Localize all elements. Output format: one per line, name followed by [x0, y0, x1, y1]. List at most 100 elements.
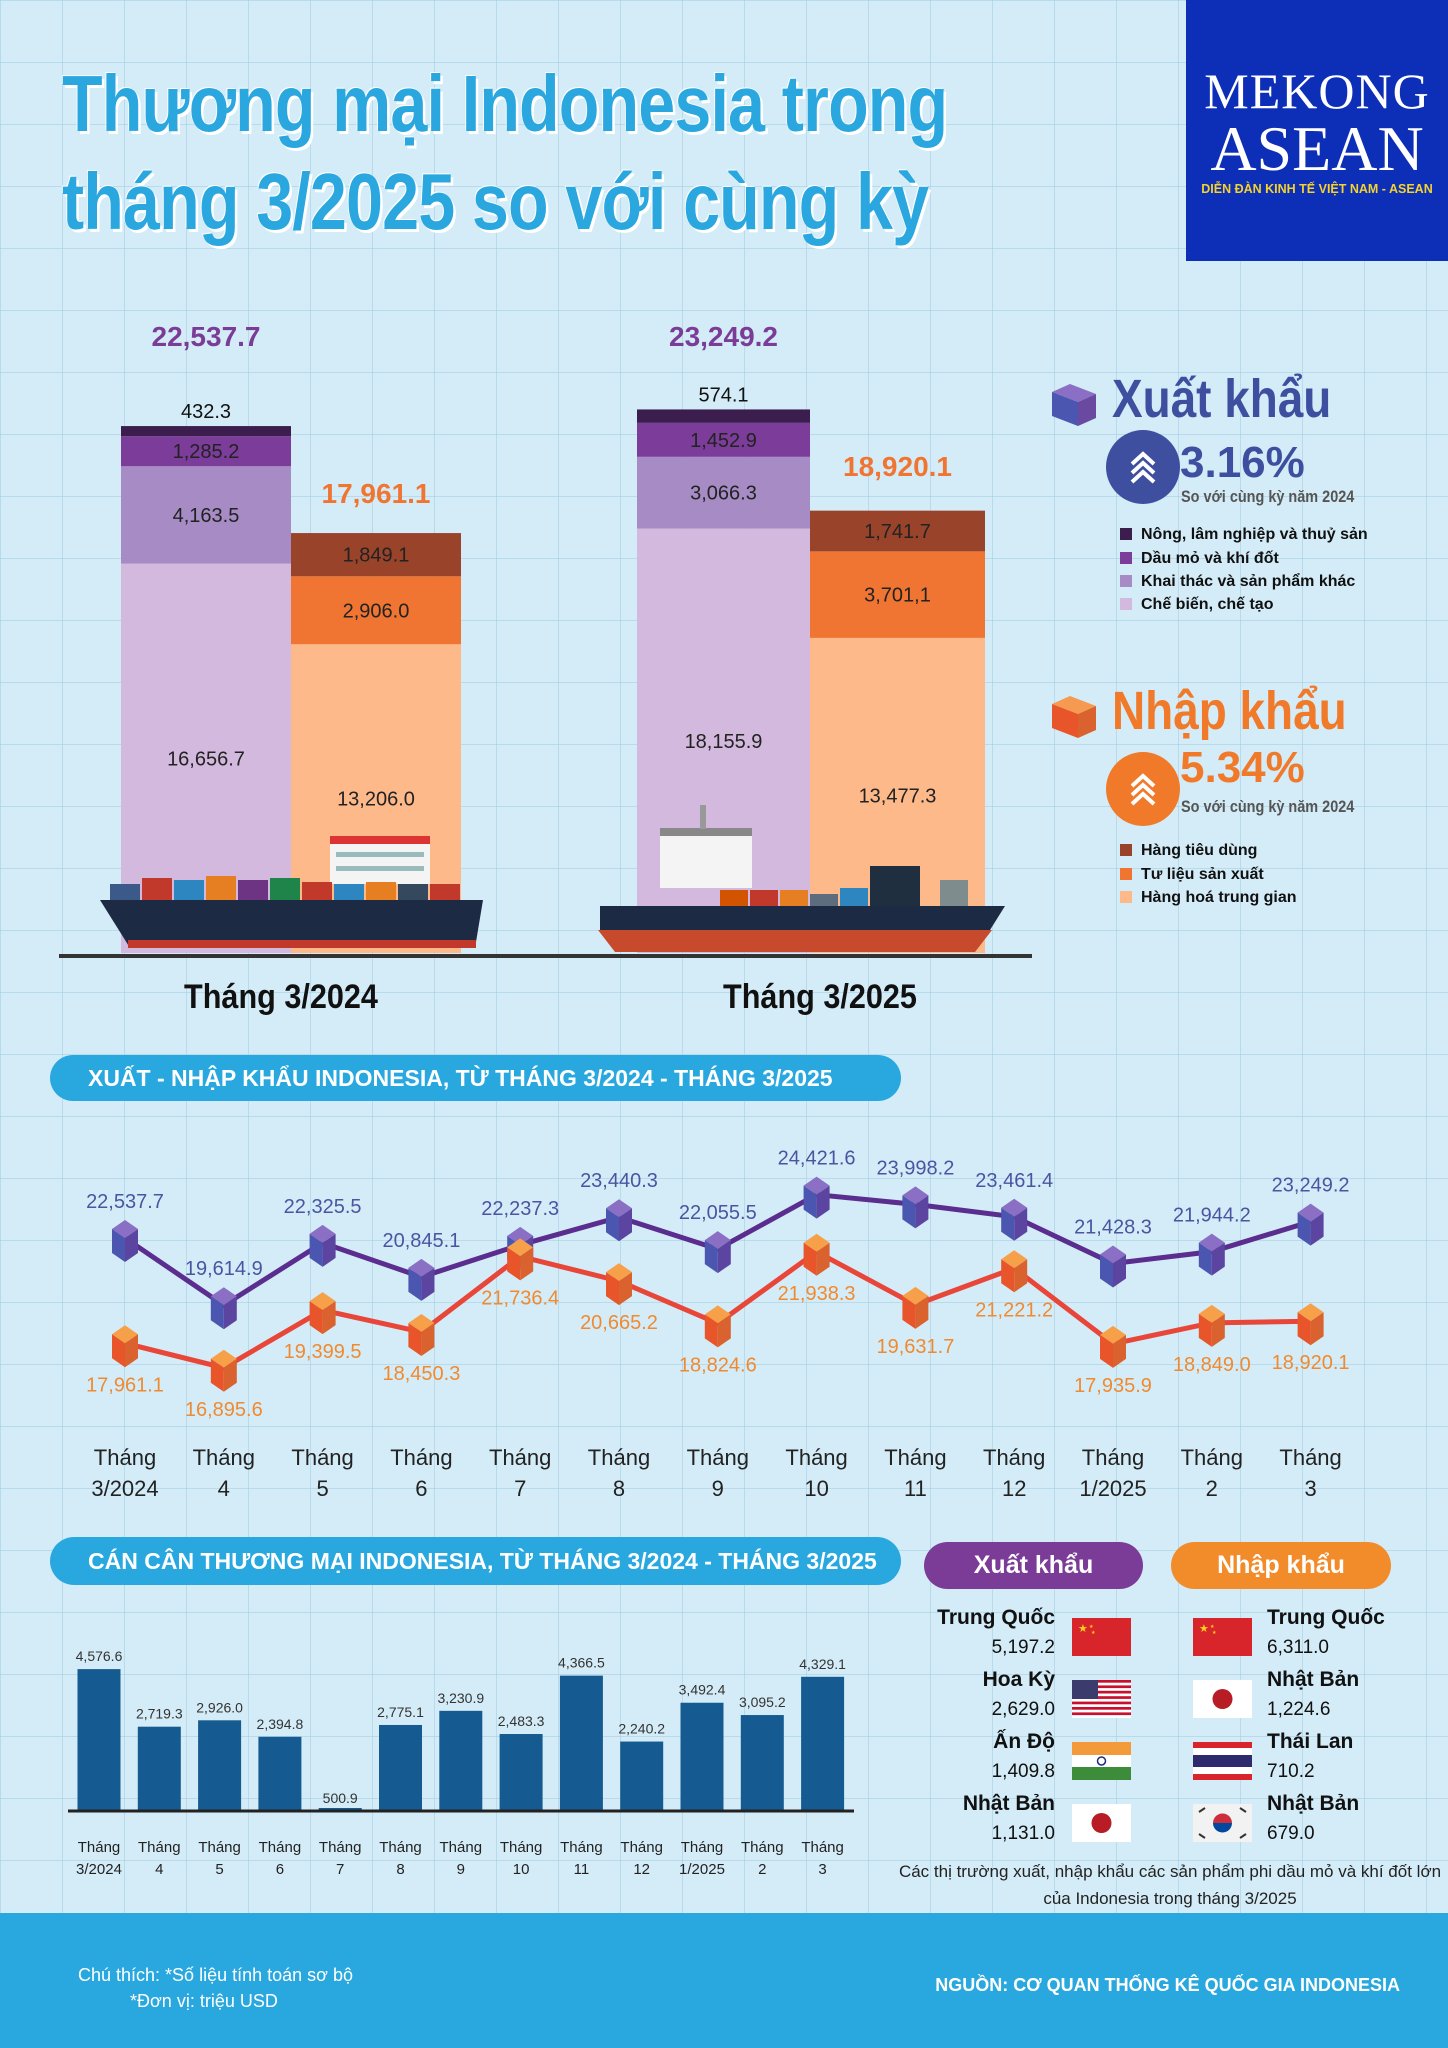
- import-value-label: 20,665.2: [580, 1312, 658, 1334]
- export-value-label: 23,461.4: [975, 1170, 1053, 1192]
- x-axis-label: 1/2025: [1079, 1476, 1146, 1501]
- export-markets-header: Xuất khẩu: [924, 1542, 1143, 1589]
- thailand-flag-icon: [1193, 1742, 1252, 1785]
- page-title-line-2: tháng 3/2025 so với cùng kỳ: [62, 157, 929, 246]
- stack-segment-label: 2,906.0: [343, 600, 410, 622]
- x-axis-label: Tháng: [620, 1839, 663, 1856]
- balance-bar: [137, 1726, 181, 1811]
- x-axis-label: Tháng: [379, 1839, 422, 1856]
- svg-text:★: ★: [1199, 1623, 1209, 1635]
- import-value-label: 19,631.7: [876, 1336, 954, 1358]
- balance-bar: [559, 1675, 603, 1811]
- export-change-note: So với cùng kỳ năm 2024: [1181, 487, 1355, 506]
- import-value-label: 21,221.2: [975, 1299, 1053, 1321]
- trade-line-chart-title: XUẤT - NHẬP KHẨU INDONESIA, TỪ THÁNG 3/2…: [50, 1055, 901, 1101]
- export-value-label: 23,998.2: [876, 1157, 954, 1179]
- balance-bar: [740, 1715, 784, 1811]
- import-market-country: Trung Quốc: [1267, 1606, 1385, 1629]
- x-axis-label: 7: [336, 1861, 344, 1878]
- x-axis-label: Tháng: [500, 1839, 543, 1856]
- legend-item: Tư liệu sản xuất: [1120, 866, 1264, 884]
- legend-item: Khai thác và sản phẩm khác: [1120, 573, 1355, 591]
- import-value-label: 17,935.9: [1074, 1375, 1152, 1397]
- import-container-marker: [1100, 1325, 1126, 1368]
- footer-note-unit: *Đơn vị: triệu USD: [130, 1991, 278, 2011]
- stack-segment: [637, 456, 810, 529]
- usa-flag-icon: [1072, 1680, 1131, 1723]
- import-value-label: 17,961.1: [86, 1374, 164, 1396]
- cargo-ship-2024-icon: [100, 836, 483, 948]
- balance-value-label: 2,719.3: [136, 1706, 183, 1722]
- x-axis-label: Tháng: [291, 1445, 353, 1470]
- logo-tagline: DIỄN ĐÀN KINH TẾ VIỆT NAM - ASEAN: [1201, 182, 1433, 196]
- export-market-value: 1,131.0: [991, 1823, 1055, 1844]
- import-value-label: 18,920.1: [1272, 1352, 1350, 1374]
- balance-bar: [439, 1710, 483, 1811]
- export-container-marker: [1001, 1198, 1028, 1241]
- legend-item: Hàng tiêu dùng: [1120, 842, 1257, 860]
- stack-segment-label: 16,656.7: [167, 748, 245, 770]
- stack-segment-label: 4,163.5: [173, 505, 240, 527]
- legend-label: Khai thác và sản phẩm khác: [1141, 573, 1356, 590]
- x-axis-label: 2: [1206, 1476, 1218, 1501]
- x-axis-label: Tháng: [681, 1839, 724, 1856]
- balance-value-label: 3,095.2: [739, 1694, 786, 1710]
- page-title-line-1: Thương mại Indonesia trong: [62, 59, 948, 148]
- balance-value-label: 2,483.3: [498, 1713, 545, 1729]
- x-axis-label: 3/2024: [76, 1861, 122, 1878]
- export-value-label: 19,614.9: [185, 1258, 263, 1280]
- svg-text:★: ★: [1210, 1624, 1215, 1630]
- stack-segment-label: 432.3: [181, 401, 231, 423]
- export-container-marker: [902, 1186, 929, 1229]
- import-container-icon: [1052, 696, 1096, 738]
- export-container-icon: [1052, 384, 1096, 426]
- stack-segment-label: 574.1: [698, 384, 748, 406]
- import-market-country: Thái Lan: [1267, 1730, 1354, 1753]
- x-axis-label: 7: [514, 1476, 526, 1501]
- balance-value-label: 2,394.8: [257, 1716, 304, 1732]
- x-axis-label: 2: [758, 1861, 766, 1878]
- legend-label: Hàng hoá trung gian: [1141, 889, 1297, 906]
- import-summary-title: Nhập khẩu: [1112, 681, 1347, 741]
- x-axis-label: 8: [396, 1861, 404, 1878]
- stack-segment: [291, 533, 461, 577]
- x-axis-label: 3/2024: [91, 1476, 158, 1501]
- export-value-label: 22,325.5: [284, 1196, 362, 1218]
- export-market-value: 5,197.2: [991, 1637, 1055, 1658]
- x-axis-label: Tháng: [588, 1445, 650, 1470]
- import-container-marker: [1198, 1304, 1225, 1347]
- balance-value-label: 4,366.5: [558, 1655, 605, 1671]
- balance-bar: [499, 1734, 543, 1811]
- x-axis-label: Tháng: [741, 1839, 784, 1856]
- stack-segment-label: 1,849.1: [343, 545, 410, 567]
- x-axis-label: Tháng: [560, 1839, 603, 1856]
- export-value-label: 23,249.2: [1272, 1175, 1350, 1197]
- stacked-trade-chart: 16,656.7 4,163.5 1,285.2 432.3 22,537.7 18,15…: [59, 321, 1032, 958]
- balance-value-label: 2,775.1: [377, 1704, 424, 1720]
- export-container-marker: [1100, 1245, 1126, 1288]
- legend-label: Nông, lâm nghiệp và thuỷ sản: [1141, 526, 1368, 543]
- balance-value-label: 4,329.1: [799, 1656, 846, 1672]
- mekong-asean-logo: MEKONG ASEAN DIỄN ĐÀN KINH TẾ VIỆT NAM -…: [1186, 0, 1448, 261]
- japan-flag-icon: [1193, 1680, 1252, 1723]
- import-market-country: Nhật Bản: [1267, 1792, 1360, 1815]
- import-container-marker: [704, 1305, 731, 1348]
- import-container-marker: [309, 1292, 336, 1335]
- import-container-marker: [1001, 1250, 1028, 1293]
- x-axis-label: 10: [513, 1861, 530, 1878]
- x-axis-label: Tháng: [1279, 1445, 1341, 1470]
- legend-swatch: [1120, 575, 1132, 587]
- x-axis-label: 9: [712, 1476, 724, 1501]
- x-axis-label: 5: [316, 1476, 328, 1501]
- export-value-label: 20,845.1: [382, 1230, 460, 1252]
- stack-segment-label: 3,066.3: [690, 483, 757, 505]
- china-flag-icon: ★ ★ ★: [1193, 1618, 1252, 1661]
- import-market-value: 679.0: [1267, 1823, 1315, 1844]
- svg-text:★: ★: [1091, 1630, 1096, 1636]
- export-value-label: 21,944.2: [1173, 1205, 1251, 1227]
- export-value-label: 22,537.7: [86, 1191, 164, 1213]
- stack-segment: [637, 409, 810, 423]
- stack-segment-label: 1,285.2: [173, 441, 240, 463]
- legend-swatch: [1120, 891, 1132, 903]
- x-axis-label: Tháng: [489, 1445, 551, 1470]
